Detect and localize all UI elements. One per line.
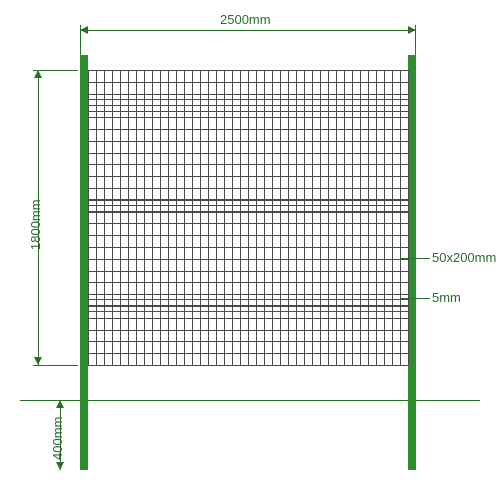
fence-post-right	[408, 55, 416, 470]
fence-mesh-panel	[88, 70, 408, 365]
dim-height-label: 1800mm	[28, 199, 43, 250]
mesh-wire-vertical	[160, 70, 161, 365]
mesh-wire-vertical	[96, 70, 97, 365]
mesh-bend-row	[88, 305, 408, 306]
mesh-wire-vertical	[384, 70, 385, 365]
wire-dia-label: 5mm	[432, 290, 461, 305]
mesh-wire-vertical	[136, 70, 137, 365]
mesh-wire-horizontal	[88, 82, 408, 83]
dim-height-ext-top	[33, 70, 78, 71]
mesh-wire-vertical	[328, 70, 329, 365]
mesh-wire-horizontal	[88, 318, 408, 319]
mesh-wire-vertical	[368, 70, 369, 365]
mesh-wire-vertical	[208, 70, 209, 365]
mesh-wire-vertical	[144, 70, 145, 365]
mesh-wire-horizontal	[88, 294, 408, 295]
mesh-wire-vertical	[200, 70, 201, 365]
fence-diagram: 2500mm 1800mm 400mm 50x200mm 5mm	[0, 0, 500, 500]
mesh-wire-vertical	[296, 70, 297, 365]
leader-wire-dia	[400, 298, 430, 299]
mesh-wire-vertical	[352, 70, 353, 365]
fence-post-left	[80, 55, 88, 470]
mesh-wire-horizontal	[88, 164, 408, 165]
mesh-wire-horizontal	[88, 271, 408, 272]
mesh-wire-vertical	[240, 70, 241, 365]
mesh-wire-vertical	[128, 70, 129, 365]
mesh-wire-vertical	[232, 70, 233, 365]
mesh-wire-horizontal	[88, 94, 408, 95]
mesh-wire-vertical	[168, 70, 169, 365]
mesh-wire-vertical	[288, 70, 289, 365]
mesh-wire-horizontal	[88, 330, 408, 331]
mesh-wire-vertical	[152, 70, 153, 365]
mesh-wire-vertical	[400, 70, 401, 365]
mesh-wire-vertical	[216, 70, 217, 365]
mesh-wire-horizontal	[88, 365, 408, 366]
mesh-wire-horizontal	[88, 153, 408, 154]
mesh-wire-horizontal	[88, 117, 408, 118]
mesh-wire-vertical	[408, 70, 409, 365]
mesh-wire-horizontal	[88, 188, 408, 189]
mesh-wire-horizontal	[88, 306, 408, 307]
dim-width-label: 2500mm	[220, 12, 271, 27]
mesh-wire-vertical	[344, 70, 345, 365]
mesh-wire-vertical	[224, 70, 225, 365]
mesh-wire-vertical	[104, 70, 105, 365]
dim-width-arrow-left	[80, 26, 88, 34]
dim-depth-label: 400mm	[50, 417, 65, 460]
mesh-bend-row	[88, 205, 408, 206]
mesh-wire-vertical	[184, 70, 185, 365]
mesh-wire-horizontal	[88, 235, 408, 236]
mesh-wire-horizontal	[88, 259, 408, 260]
mesh-wire-vertical	[272, 70, 273, 365]
mesh-wire-vertical	[176, 70, 177, 365]
mesh-wire-horizontal	[88, 223, 408, 224]
mesh-wire-vertical	[120, 70, 121, 365]
mesh-wire-horizontal	[88, 247, 408, 248]
mesh-opening-label: 50x200mm	[432, 250, 496, 265]
mesh-wire-vertical	[280, 70, 281, 365]
dim-height-ext-bottom	[33, 365, 78, 366]
mesh-wire-vertical	[392, 70, 393, 365]
mesh-wire-vertical	[192, 70, 193, 365]
mesh-wire-vertical	[304, 70, 305, 365]
mesh-wire-vertical	[88, 70, 89, 365]
mesh-wire-vertical	[336, 70, 337, 365]
dim-depth-arrow-up	[56, 400, 64, 408]
dim-height-arrow-down	[34, 357, 42, 365]
mesh-wire-vertical	[320, 70, 321, 365]
dim-depth-arrow-down	[56, 462, 64, 470]
mesh-wire-horizontal	[88, 212, 408, 213]
mesh-wire-horizontal	[88, 176, 408, 177]
dim-height-arrow-up	[34, 70, 42, 78]
mesh-bend-row	[88, 105, 408, 106]
mesh-wire-horizontal	[88, 353, 408, 354]
mesh-wire-horizontal	[88, 282, 408, 283]
mesh-wire-horizontal	[88, 70, 408, 71]
mesh-wire-vertical	[112, 70, 113, 365]
mesh-wire-vertical	[312, 70, 313, 365]
mesh-wire-vertical	[376, 70, 377, 365]
mesh-wire-vertical	[264, 70, 265, 365]
mesh-wire-vertical	[248, 70, 249, 365]
mesh-wire-horizontal	[88, 129, 408, 130]
mesh-wire-horizontal	[88, 341, 408, 342]
mesh-wire-horizontal	[88, 141, 408, 142]
dim-width-line	[80, 30, 416, 31]
leader-mesh-opening	[400, 258, 430, 259]
mesh-wire-vertical	[256, 70, 257, 365]
mesh-wire-vertical	[360, 70, 361, 365]
mesh-wire-horizontal	[88, 200, 408, 201]
